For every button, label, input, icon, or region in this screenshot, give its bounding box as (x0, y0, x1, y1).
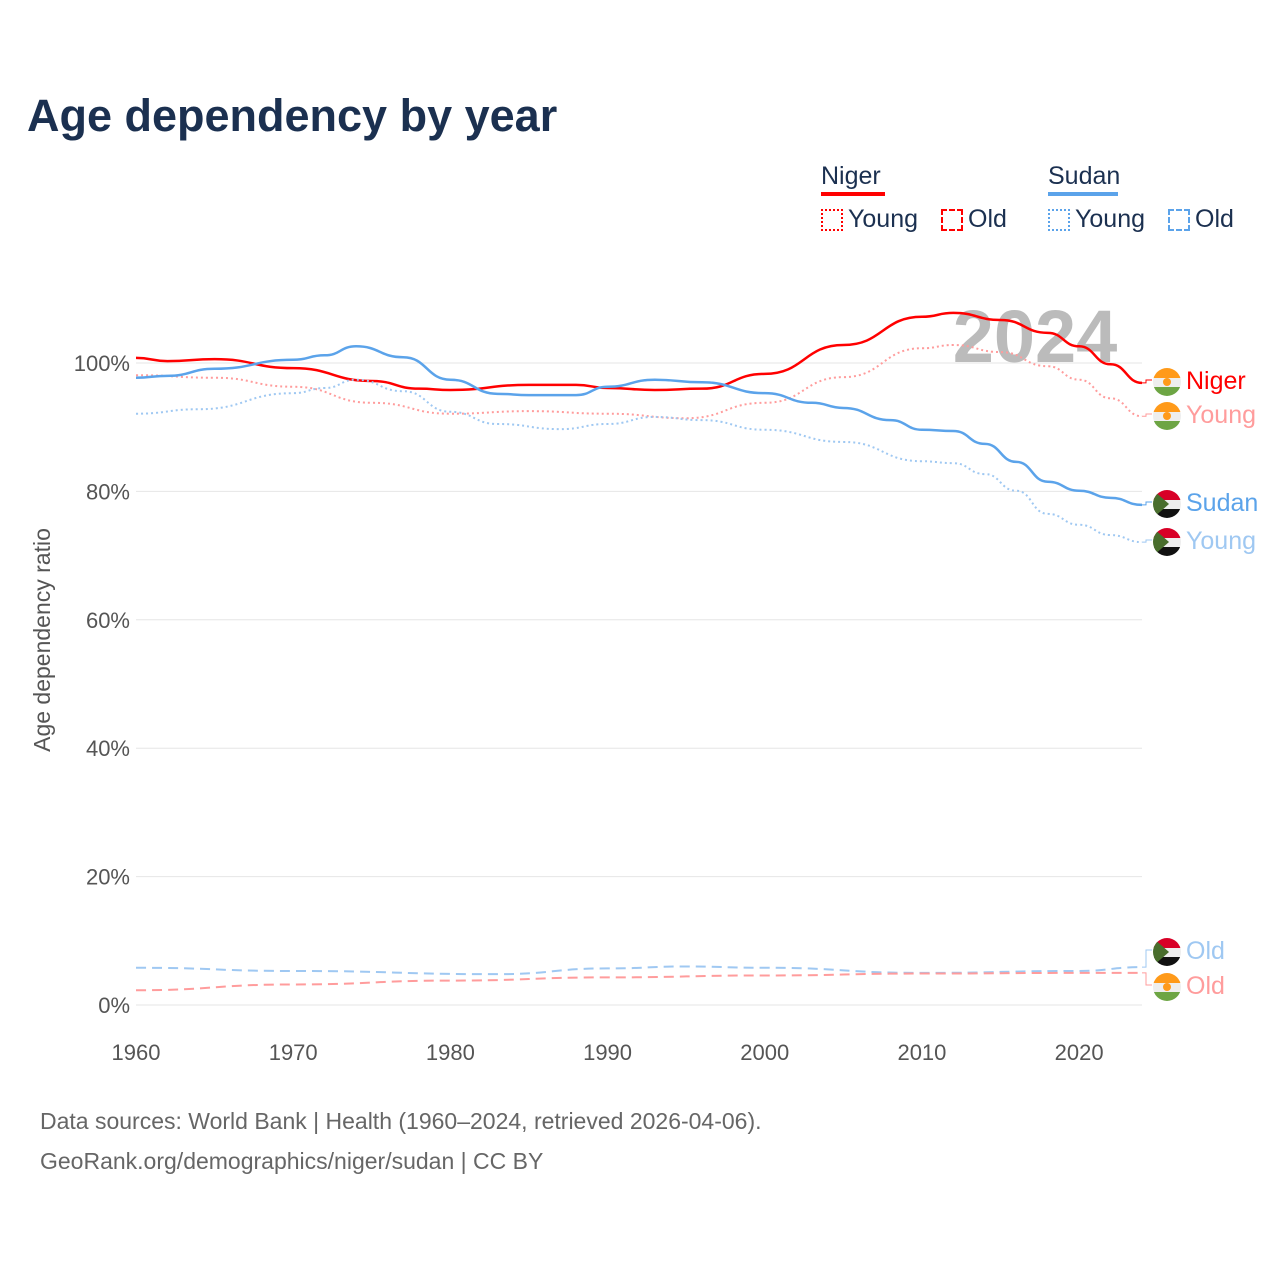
series-line-sudan (135, 345, 1143, 507)
footer-sources: Data sources: World Bank | Health (1960–… (40, 1108, 762, 1134)
y-axis-label: Age dependency ratio (29, 528, 55, 752)
flag-clip (1153, 528, 1181, 556)
flag-stripe (1153, 957, 1181, 966)
y-tick-label: 0% (98, 993, 130, 1018)
flag-stripe (1153, 509, 1181, 518)
niger-flag-icon (1153, 973, 1181, 1001)
sudan-flag-icon (1153, 528, 1181, 556)
x-tick-label: 2000 (740, 1040, 789, 1065)
end-label: Niger (1186, 367, 1246, 395)
legend-country-niger: Niger (821, 162, 881, 190)
flag-stripe (1153, 938, 1181, 948)
flag-stripe (1153, 547, 1181, 556)
sudan-flag-icon (1153, 938, 1181, 966)
label-connector (1142, 379, 1152, 384)
flag-stripe (1153, 528, 1181, 538)
flag-clip (1153, 973, 1181, 1001)
flag-stripe (1153, 490, 1181, 500)
label-connector (1142, 501, 1152, 506)
x-tick-label: 2020 (1055, 1040, 1104, 1065)
flag-sun (1163, 983, 1171, 991)
series-line-niger-old (135, 971, 1142, 992)
series-line-sudan-old (135, 965, 1143, 976)
legend-sudan-old: Old (1168, 205, 1234, 234)
niger-flag-icon (1153, 368, 1181, 396)
legend-bar-niger (821, 192, 885, 196)
y-tick-label: 60% (86, 608, 130, 633)
legend-niger-old: Old (941, 205, 1007, 234)
end-label: Old (1186, 937, 1225, 965)
footer-link[interactable]: GeoRank.org/demographics/niger/sudan | C… (40, 1148, 544, 1174)
label-connector (1142, 972, 1152, 986)
dashed-swatch-icon (1168, 208, 1190, 231)
flag-sun (1163, 412, 1171, 420)
legend-country-sudan: Sudan (1048, 162, 1121, 190)
end-label: Sudan (1186, 489, 1258, 517)
year-watermark: 2024 (953, 295, 1118, 378)
niger-flag-icon (1153, 402, 1181, 430)
y-tick-label: 80% (86, 479, 130, 504)
series-line-sudan-young (135, 378, 1143, 544)
flag-stripe (1153, 387, 1181, 396)
flag-triangle (1153, 938, 1169, 966)
y-tick-label: 100% (74, 351, 130, 376)
flag-stripe (1153, 402, 1181, 412)
legend-label: Old (968, 205, 1007, 233)
x-tick-label: 1970 (269, 1040, 318, 1065)
flag-stripe (1153, 973, 1181, 983)
label-connector (1142, 949, 1152, 968)
page-title: Age dependency by year (27, 90, 558, 141)
y-tick-label: 40% (86, 736, 130, 761)
flag-stripe (1153, 421, 1181, 430)
legend-sudan-young: Young (1048, 205, 1145, 234)
x-tick-label: 1960 (112, 1040, 161, 1065)
flag-stripe (1153, 368, 1181, 378)
series-line-niger-young (135, 344, 1143, 420)
end-label: Old (1186, 972, 1225, 1000)
dotted-swatch-icon (821, 208, 843, 231)
flag-triangle (1153, 490, 1169, 518)
flag-sun (1163, 378, 1171, 386)
legend-label: Old (1195, 205, 1234, 233)
dotted-swatch-icon (1048, 208, 1070, 231)
label-connector (1142, 413, 1152, 417)
end-label: Young (1186, 401, 1256, 429)
end-label: Young (1186, 527, 1256, 555)
legend-bar-sudan (1048, 192, 1118, 196)
flag-clip (1153, 938, 1181, 966)
flag-clip (1153, 368, 1181, 396)
legend-label: Young (848, 205, 918, 233)
y-tick-label: 20% (86, 865, 130, 890)
dashed-swatch-icon (941, 208, 963, 231)
sudan-flag-icon (1153, 490, 1181, 518)
x-tick-label: 1980 (426, 1040, 475, 1065)
flag-clip (1153, 490, 1181, 518)
legend-label: Young (1075, 205, 1145, 233)
legend-niger-young: Young (821, 205, 918, 234)
series-line-niger (135, 311, 1143, 392)
x-tick-label: 2010 (897, 1040, 946, 1065)
x-tick-label: 1990 (583, 1040, 632, 1065)
flag-triangle (1153, 528, 1169, 556)
flag-stripe (1153, 992, 1181, 1001)
label-connector (1142, 539, 1152, 543)
flag-clip (1153, 402, 1181, 430)
